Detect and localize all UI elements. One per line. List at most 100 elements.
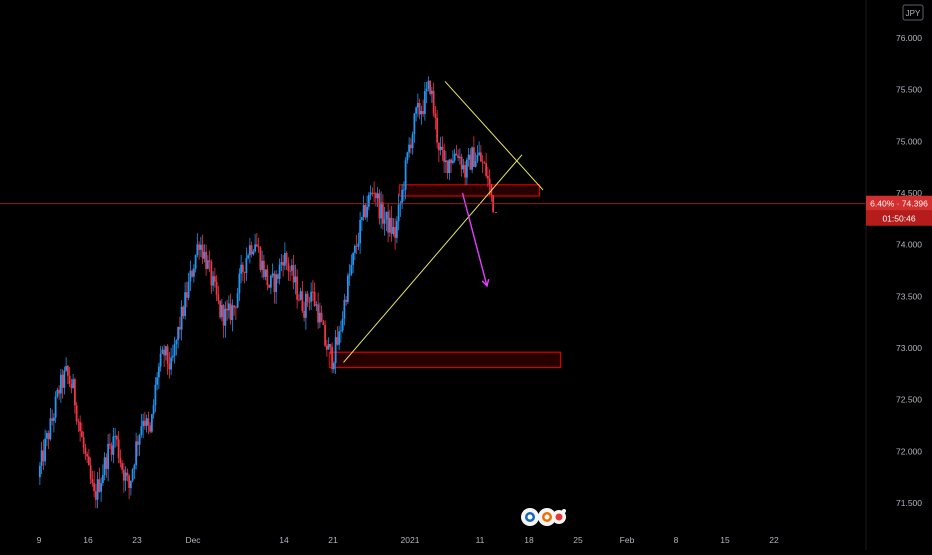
triangle-trendline[interactable]: [444, 81, 544, 191]
time-tick-label: 16: [83, 535, 93, 545]
candle-body: [126, 472, 129, 476]
candle-body: [170, 357, 173, 370]
candle-body: [313, 291, 316, 306]
candle-body: [299, 291, 302, 300]
time-axis[interactable]: 9 16 23 Dec 14 21 2021 11 18 25 Feb 8 15 22: [37, 535, 779, 545]
candle-body: [420, 110, 423, 115]
candle-body: [423, 91, 426, 114]
time-tick-label: 14: [279, 535, 289, 545]
candle-body: [264, 269, 267, 277]
price-tick-label: 72.000: [896, 446, 922, 456]
candle-body: [443, 150, 446, 162]
candle-body: [189, 270, 192, 282]
candle-body: [152, 404, 155, 415]
candle-body: [486, 175, 489, 179]
candle-body: [408, 144, 411, 153]
candle-body: [226, 308, 229, 311]
candle-body: [271, 273, 274, 276]
candle-body: [49, 418, 52, 440]
candle-body: [224, 308, 227, 326]
candle-body: [450, 159, 453, 163]
triangle-trendline[interactable]: [343, 154, 523, 363]
price-axis[interactable]: 76.000 75.500 75.000 74.500 74.000 73.500 73.0…: [896, 33, 922, 508]
candle-body: [94, 491, 97, 500]
candle-body: [339, 330, 342, 332]
candle-body: [157, 366, 160, 378]
candle-body: [142, 420, 145, 427]
candle-body: [58, 389, 61, 394]
candle-body: [38, 465, 41, 478]
candle-body: [196, 244, 199, 256]
candle-body: [315, 304, 318, 306]
down-arrow-line[interactable]: [461, 192, 488, 287]
candle-body: [462, 164, 465, 170]
candle-body: [467, 154, 470, 160]
candle-body: [401, 189, 404, 203]
candle-body: [338, 331, 341, 345]
candle-body: [275, 274, 278, 293]
candle-body: [77, 421, 80, 423]
candle-body: [241, 264, 244, 272]
candle-body: [434, 113, 437, 118]
candle-body: [448, 159, 451, 174]
candle-body: [131, 469, 134, 481]
currency-badge[interactable]: JPY: [902, 4, 924, 21]
candle-body: [427, 80, 430, 89]
candle-body: [250, 245, 253, 255]
candle-body: [257, 246, 260, 248]
candle-body: [52, 417, 55, 422]
bar-countdown-label: 01:50:46: [882, 214, 915, 224]
candle-body: [416, 102, 419, 108]
candle-body: [255, 244, 258, 247]
candle-body: [387, 211, 390, 233]
candle-body: [429, 80, 432, 94]
candle-body: [259, 247, 262, 270]
resistance-support-zone[interactable]: [398, 184, 541, 197]
candle-body: [234, 307, 237, 309]
candle-body: [133, 465, 136, 470]
candle-body: [348, 274, 351, 276]
candle-body: [89, 465, 92, 480]
candle-body: [156, 377, 159, 385]
candle-body: [364, 204, 367, 218]
candle-body: [306, 293, 309, 302]
candle-body: [336, 337, 339, 345]
candle-body: [70, 383, 73, 389]
candle-body: [210, 261, 213, 286]
time-tick-label: 9: [37, 535, 42, 545]
candle-body: [42, 450, 45, 462]
candle-body: [194, 255, 197, 269]
candle-body: [220, 305, 223, 318]
candle-body: [184, 292, 187, 317]
candle-body: [164, 346, 167, 356]
candle-body: [345, 299, 348, 302]
time-tick-label: 11: [476, 535, 485, 545]
candle-body: [376, 193, 379, 199]
candle-body: [136, 441, 139, 445]
candle-body: [145, 418, 148, 426]
candle-body: [233, 305, 236, 308]
candle-body: [296, 276, 299, 300]
candle-body: [362, 204, 365, 218]
candle-body: [245, 258, 248, 273]
candle-body: [385, 211, 388, 220]
candle-body: [135, 441, 138, 466]
candle-body: [282, 262, 285, 266]
candle-body: [212, 276, 215, 286]
candle-body: [247, 255, 250, 259]
candle-body: [59, 374, 62, 394]
candle-body: [289, 270, 292, 272]
candle-body: [479, 152, 482, 162]
candle-body: [98, 479, 101, 492]
candle-body: [112, 436, 115, 455]
candle-body: [297, 299, 300, 301]
candle-body: [107, 443, 110, 469]
price-tick-label: 72.500: [896, 395, 922, 405]
candle-body: [283, 253, 286, 266]
demand-zone[interactable]: [328, 351, 562, 369]
candle-body: [301, 291, 304, 311]
candle-body: [332, 362, 335, 370]
candle-body: [56, 389, 59, 397]
